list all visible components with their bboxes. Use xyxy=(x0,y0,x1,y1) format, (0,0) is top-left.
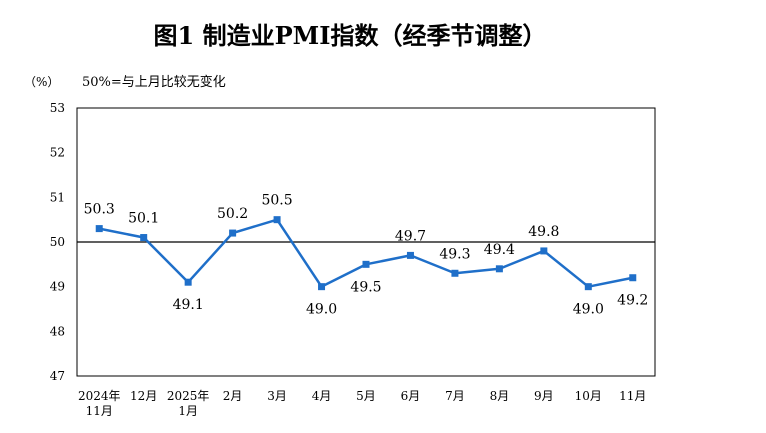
x-tick-label: 12月 xyxy=(130,389,157,403)
data-point-marker xyxy=(318,283,326,291)
data-point-marker xyxy=(406,251,414,259)
data-label: 49.4 xyxy=(484,242,515,258)
data-point-marker xyxy=(229,229,237,237)
data-point-marker xyxy=(140,234,148,242)
y-tick-label: 49 xyxy=(50,280,65,294)
data-label: 49.8 xyxy=(528,224,559,240)
data-label: 49.7 xyxy=(395,228,426,244)
x-tick-label: 8月 xyxy=(490,389,510,403)
data-label: 49.5 xyxy=(350,279,381,295)
y-tick-label: 47 xyxy=(50,369,65,383)
data-label: 50.5 xyxy=(261,193,292,209)
data-point-marker xyxy=(495,265,503,273)
x-tick-label: 11月 xyxy=(619,389,646,403)
x-tick-label: 3月 xyxy=(267,389,287,403)
x-tick-label: 2025年 1月 xyxy=(167,389,210,418)
x-tick-label: 5月 xyxy=(356,389,376,403)
x-tick-label: 10月 xyxy=(575,389,602,403)
y-tick-label: 53 xyxy=(50,101,65,115)
x-tick-label: 7月 xyxy=(445,389,465,403)
x-tick-label: 2024年 11月 xyxy=(78,389,121,418)
data-label: 49.0 xyxy=(306,302,337,318)
data-label: 50.2 xyxy=(217,206,248,222)
data-point-marker xyxy=(540,247,548,255)
y-tick-label: 50 xyxy=(50,235,65,249)
y-axis-unit-label: （%） xyxy=(24,75,59,89)
x-tick-label: 6月 xyxy=(401,389,421,403)
plot-area: 47 48 49 50 51 52 53 2024年 11月 12月 2025年 1月 2月 3月 4月 5月… xyxy=(50,101,656,418)
y-tick-label: 48 xyxy=(50,324,65,338)
data-label: 50.1 xyxy=(128,211,159,227)
data-label: 49.3 xyxy=(439,246,470,262)
chart-title: 图1 制造业PMI指数（经季节调整） xyxy=(154,21,547,50)
data-point-marker xyxy=(629,274,637,282)
data-point-marker xyxy=(451,269,459,277)
data-point-marker xyxy=(584,283,592,291)
data-point-marker xyxy=(184,278,192,286)
y-tick-label: 52 xyxy=(50,146,65,160)
data-label: 49.2 xyxy=(617,293,648,309)
y-tick-label: 51 xyxy=(50,190,65,204)
x-tick-label: 9月 xyxy=(534,389,554,403)
x-tick-label: 2月 xyxy=(223,389,243,403)
x-tick-label: 4月 xyxy=(312,389,332,403)
data-point-marker xyxy=(362,260,370,268)
data-point-marker xyxy=(95,225,103,233)
reference-annotation: 50%=与上月比较无变化 xyxy=(82,74,226,90)
data-label: 49.0 xyxy=(573,302,604,318)
data-point-marker xyxy=(273,216,281,224)
data-label: 49.1 xyxy=(173,297,204,313)
data-label: 50.3 xyxy=(84,202,115,218)
